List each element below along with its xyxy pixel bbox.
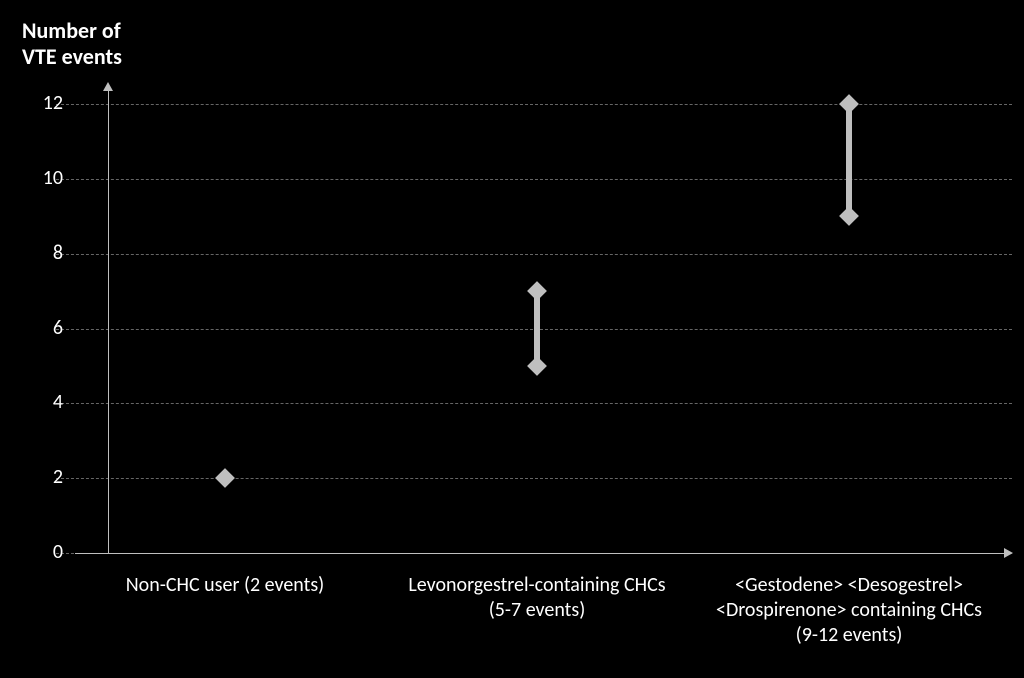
y-axis-title: Number of VTE events bbox=[22, 18, 122, 71]
y-tick-label: 10 bbox=[18, 166, 63, 190]
gridline bbox=[56, 254, 1012, 255]
marker-high bbox=[527, 281, 547, 301]
category-label: <Gestodene> <Desogestrel><Drospirenone> … bbox=[694, 573, 1004, 648]
marker-low bbox=[839, 206, 859, 226]
y-tick-label: 4 bbox=[18, 390, 63, 414]
category-label-line: <Gestodene> <Desogestrel> bbox=[694, 573, 1004, 598]
y-tick-label: 0 bbox=[18, 540, 63, 564]
y-axis-arrow bbox=[108, 90, 109, 553]
marker-low bbox=[215, 468, 235, 488]
category-label-line: (9-12 events) bbox=[694, 623, 1004, 648]
category-label-line: (5-7 events) bbox=[382, 598, 692, 623]
category-label: Levonorgestrel-containing CHCs(5-7 event… bbox=[382, 573, 692, 623]
vte-range-chart: Number of VTE events 0 2 4 6 8 10 12 Non-CHC use… bbox=[0, 0, 1024, 678]
gridline bbox=[56, 179, 1012, 180]
gridline bbox=[56, 403, 1012, 404]
y-tick-label: 12 bbox=[18, 91, 63, 115]
y-tick-label: 2 bbox=[18, 465, 63, 489]
range-bar bbox=[534, 291, 540, 366]
category-label-line: Levonorgestrel-containing CHCs bbox=[382, 573, 692, 598]
category-label-line: Non-CHC user (2 events) bbox=[70, 573, 380, 598]
gridline bbox=[56, 104, 1012, 105]
y-tick-label: 6 bbox=[18, 316, 63, 340]
x-axis-arrow bbox=[75, 553, 1005, 554]
range-bar bbox=[846, 104, 852, 216]
marker-high bbox=[839, 94, 859, 114]
category-label-line: <Drospirenone> containing CHCs bbox=[694, 598, 1004, 623]
category-label: Non-CHC user (2 events) bbox=[70, 573, 380, 598]
marker-low bbox=[527, 356, 547, 376]
gridline bbox=[56, 478, 1012, 479]
y-tick-label: 8 bbox=[18, 241, 63, 265]
